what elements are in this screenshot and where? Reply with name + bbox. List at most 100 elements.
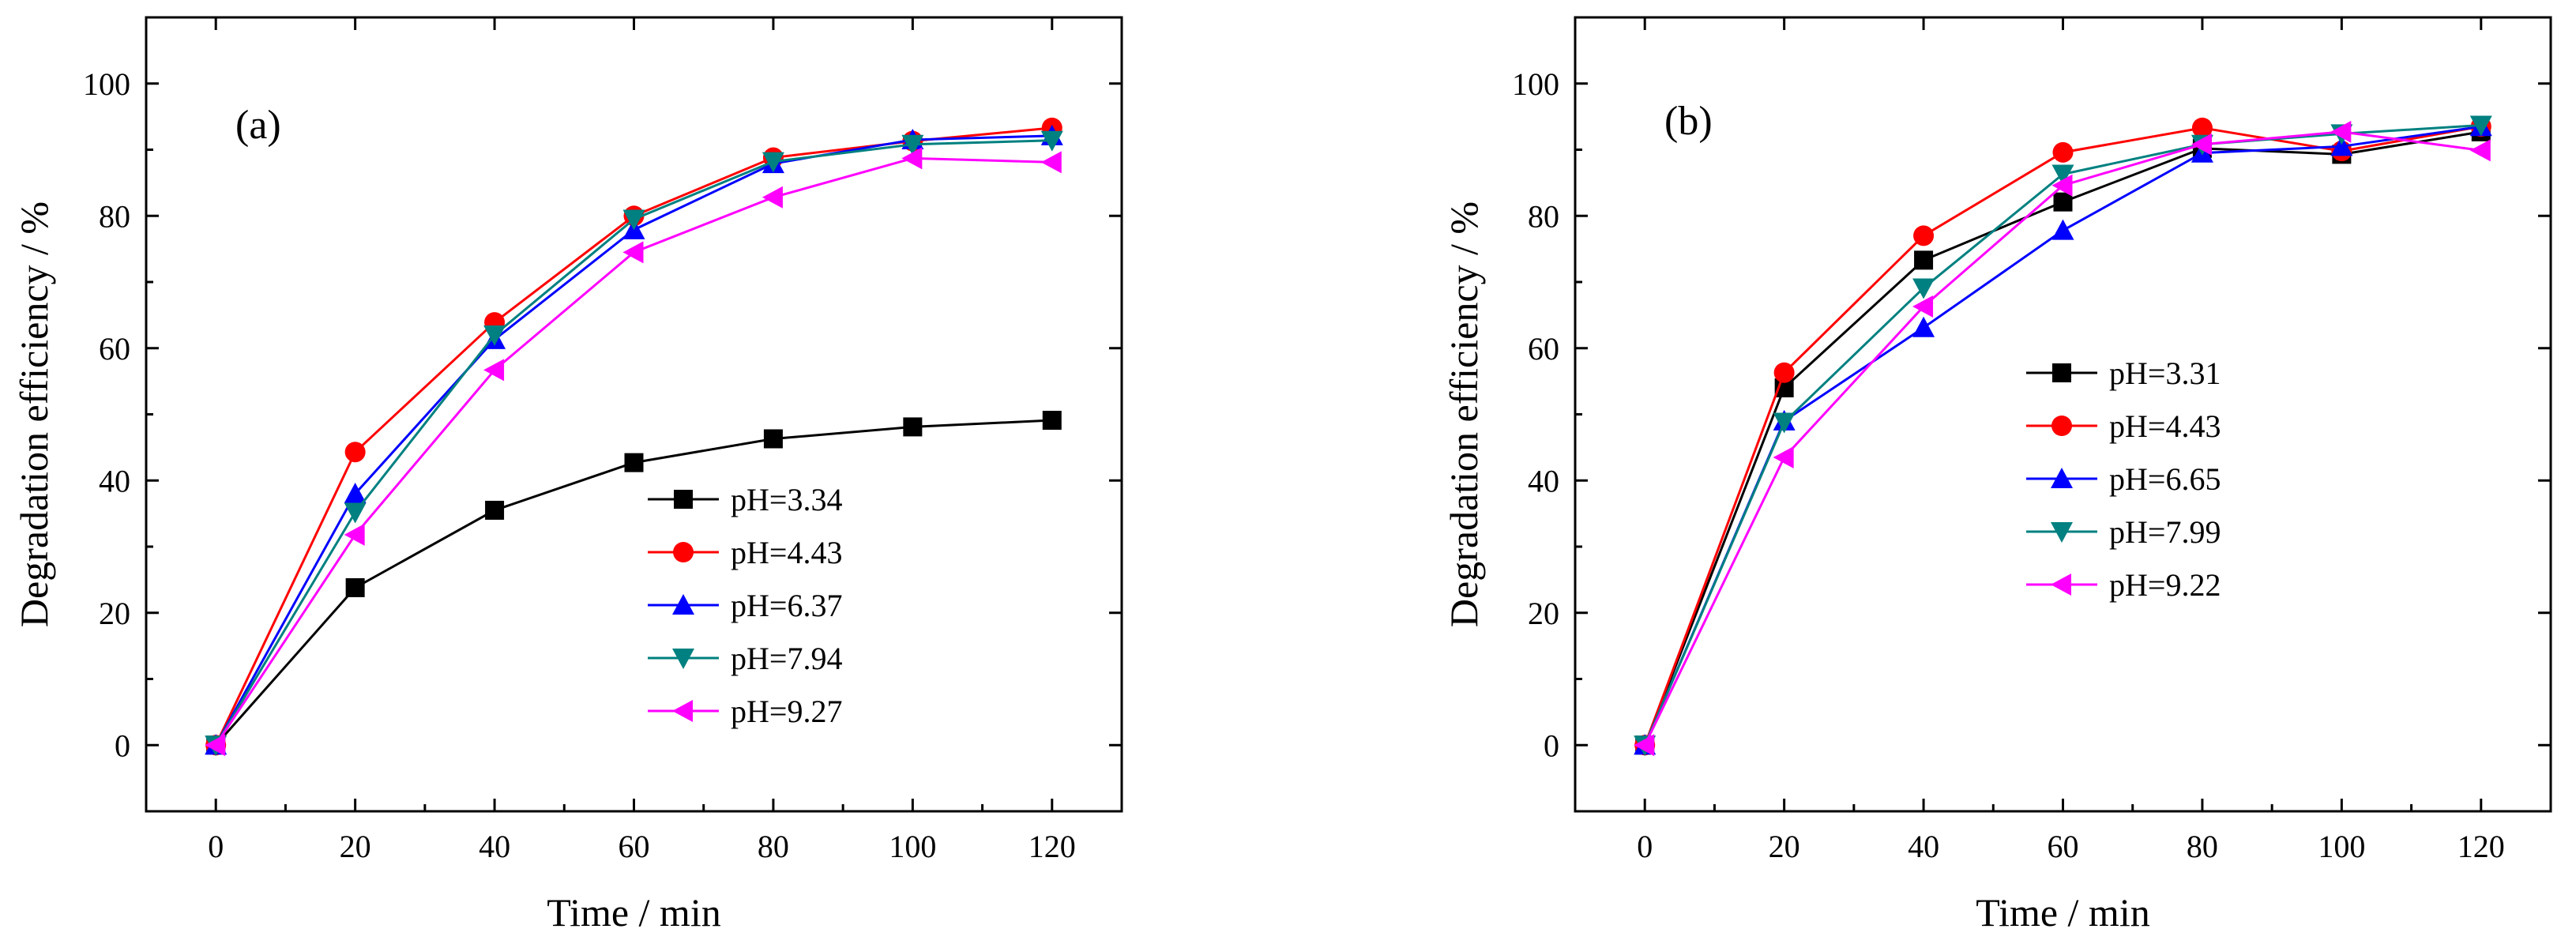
legend-entry: pH=7.94 bbox=[648, 641, 842, 676]
panel-label: (a) bbox=[235, 103, 281, 148]
data-point bbox=[2051, 219, 2074, 240]
data-point bbox=[344, 523, 365, 546]
data-point bbox=[2051, 164, 2074, 186]
series-pH=7.94 bbox=[205, 130, 1063, 757]
data-point bbox=[1773, 446, 1794, 468]
legend-entry: pH=3.31 bbox=[2026, 355, 2221, 391]
legend-marker bbox=[672, 649, 694, 669]
legend-marker bbox=[2051, 574, 2071, 596]
legend-entry: pH=6.37 bbox=[648, 588, 842, 623]
data-point bbox=[762, 186, 783, 209]
legend-label: pH=4.43 bbox=[731, 535, 842, 570]
data-point bbox=[2330, 135, 2353, 156]
legend-entry: pH=6.65 bbox=[2026, 461, 2221, 497]
data-point bbox=[2051, 174, 2073, 197]
legend-entry: pH=9.22 bbox=[2026, 567, 2221, 603]
x-tick-label: 40 bbox=[479, 829, 510, 864]
legend-entry: pH=4.43 bbox=[648, 535, 842, 570]
x-tick-label: 120 bbox=[2458, 829, 2505, 864]
y-tick-label: 40 bbox=[1528, 463, 1559, 498]
x-tick-label: 100 bbox=[889, 829, 936, 864]
data-point bbox=[205, 734, 226, 757]
chart-panel-a: 0 20 40 60 80 100 120 0 20 40 60 80 100 Time / min Deg… bbox=[12, 16, 1123, 935]
data-point bbox=[622, 209, 645, 231]
data-point bbox=[1913, 225, 1935, 246]
series-pH=9.22 bbox=[1634, 120, 2491, 757]
data-point bbox=[1912, 278, 1935, 299]
x-tick-label: 120 bbox=[1029, 829, 1076, 864]
data-point bbox=[762, 152, 784, 173]
y-tick-label: 60 bbox=[99, 331, 130, 367]
x-tick-label: 60 bbox=[2048, 829, 2079, 864]
x-tick-label: 100 bbox=[2318, 829, 2365, 864]
data-point bbox=[485, 500, 505, 520]
legend-marker bbox=[2051, 468, 2073, 488]
data-point bbox=[1042, 411, 1062, 431]
data-point bbox=[901, 147, 923, 170]
legend-entry: pH=4.43 bbox=[2026, 408, 2221, 444]
legend-entry: pH=9.27 bbox=[648, 694, 842, 729]
data-point bbox=[1912, 316, 1935, 337]
data-point bbox=[344, 502, 367, 524]
y-tick-label: 0 bbox=[115, 728, 130, 763]
y-tick-label: 20 bbox=[1528, 596, 1559, 631]
data-point bbox=[2052, 141, 2074, 163]
legend-entry: pH=3.34 bbox=[648, 482, 842, 517]
y-tick-label: 40 bbox=[99, 463, 130, 498]
legend-label: pH=3.34 bbox=[731, 482, 842, 517]
legend-label: pH=9.27 bbox=[731, 694, 842, 729]
data-point bbox=[2191, 117, 2213, 138]
x-tick-label: 0 bbox=[1637, 829, 1653, 864]
data-point bbox=[1634, 734, 1655, 757]
legend-label: pH=4.43 bbox=[2109, 408, 2221, 444]
y-tick-label: 80 bbox=[1528, 198, 1559, 234]
data-point bbox=[483, 325, 506, 346]
y-tick-label: 20 bbox=[99, 596, 130, 631]
data-point bbox=[2053, 192, 2073, 212]
plot-frame bbox=[145, 16, 1123, 813]
data-point bbox=[2330, 120, 2352, 143]
legend-marker bbox=[672, 594, 694, 615]
data-point bbox=[622, 241, 644, 264]
series-pH=3.34 bbox=[206, 411, 1062, 755]
legend-marker bbox=[2051, 522, 2073, 543]
x-tick-label: 80 bbox=[758, 829, 789, 864]
data-point bbox=[1914, 250, 1934, 270]
x-tick-label: 60 bbox=[619, 829, 650, 864]
series-pH=9.27 bbox=[205, 147, 1062, 757]
legend-label: pH=6.65 bbox=[2109, 461, 2221, 497]
legend-label: pH=7.94 bbox=[731, 641, 842, 676]
legend-label: pH=7.99 bbox=[2109, 514, 2221, 550]
chart-panel-b: 0 20 40 60 80 100 120 0 20 40 60 80 100 Time / min Deg… bbox=[1442, 16, 2552, 935]
legend-entry: pH=7.99 bbox=[2026, 514, 2221, 550]
data-point bbox=[1040, 130, 1063, 152]
x-tick-label: 0 bbox=[208, 829, 224, 864]
y-axis-title: Degradation efficiency / % bbox=[1442, 201, 1486, 627]
series-pH=3.31 bbox=[1635, 122, 2491, 755]
data-point bbox=[344, 442, 366, 463]
data-point bbox=[1912, 295, 1934, 318]
legend-label: pH=3.31 bbox=[2109, 355, 2221, 391]
x-tick-label: 80 bbox=[2187, 829, 2218, 864]
y-tick-label: 80 bbox=[99, 198, 130, 234]
data-point bbox=[903, 417, 923, 437]
x-tick-label: 20 bbox=[340, 829, 371, 864]
x-axis-title: Time / min bbox=[547, 890, 720, 935]
data-point bbox=[345, 577, 365, 597]
legend-label: pH=6.37 bbox=[731, 588, 842, 623]
y-tick-label: 0 bbox=[1544, 728, 1559, 763]
panel-label: (b) bbox=[1664, 99, 1713, 144]
legend-marker bbox=[2051, 416, 2072, 436]
legend-marker bbox=[674, 490, 693, 509]
data-point bbox=[1773, 362, 1795, 383]
legend-marker bbox=[672, 700, 693, 722]
legend-label: pH=9.22 bbox=[2109, 567, 2221, 603]
y-tick-label: 100 bbox=[83, 66, 130, 102]
data-point bbox=[1040, 151, 1062, 174]
data-point bbox=[2469, 139, 2491, 162]
data-point bbox=[763, 429, 783, 449]
legend-marker bbox=[2052, 363, 2071, 382]
x-tick-label: 40 bbox=[1908, 829, 1939, 864]
y-tick-label: 100 bbox=[1512, 66, 1559, 102]
